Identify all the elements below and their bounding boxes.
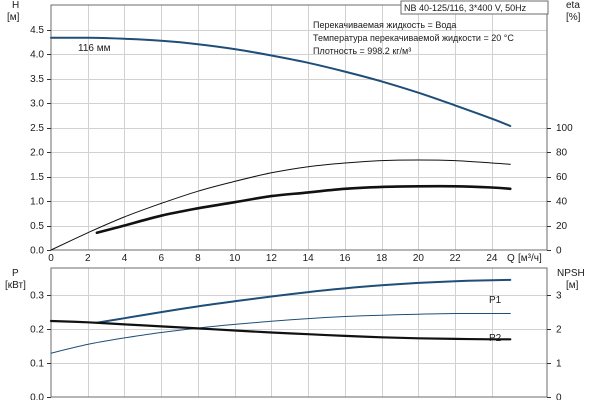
top-x-tick-label: 10 [229, 253, 241, 264]
bottom-right-tick-label: 0 [556, 393, 562, 400]
top-x-tick-label: 8 [195, 253, 201, 264]
bottom-right-tick-label: 3 [556, 291, 562, 302]
bottom-chart-frame [50, 267, 548, 398]
bottom-chart-grid [51, 268, 547, 397]
top-right-tick-label: 80 [556, 148, 568, 159]
top-chart-grid [51, 5, 547, 250]
bottom-left-tick-label: 0.0 [30, 393, 44, 400]
top-x-tick-label: 2 [85, 253, 91, 264]
top-right-tick-label: 40 [556, 197, 568, 208]
top-right-tick-label: 60 [556, 172, 568, 183]
top-x-tick-label: 22 [450, 253, 462, 264]
top-chart-curves [50, 36, 512, 251]
top-right-axis-label: eta [566, 0, 580, 11]
bottom-right-tick-label: 1 [556, 359, 562, 370]
bottom-curve-1 [50, 312, 511, 354]
top-x-tick-label: 24 [486, 253, 498, 264]
top-right-tick-label: 0 [556, 246, 562, 257]
top-left-tick-label: 0.5 [30, 221, 44, 232]
top-left-tick-label: 3.0 [30, 99, 44, 110]
bottom-right-axis-unit: [м] [566, 280, 579, 291]
top-right-tick-label: 100 [556, 123, 573, 134]
bottom-chart-panel: 0.0 0.1 0.2 0.3 0 1 2 3 P [кВт] NPSH [м] P1 P2 [5, 267, 585, 400]
bottom-right-axis-label: NPSH [557, 268, 585, 279]
top-x-tick-label: 4 [122, 253, 128, 264]
liquid-annotation: Перекачиваемая жидкость = Вода [313, 20, 456, 30]
top-right-tick-label: 20 [556, 221, 568, 232]
top-x-axis-unit: [м³/ч] [518, 253, 542, 264]
pump-model-box [400, 0, 549, 15]
pump-model-title: NB 40-125/116, 3*400 V, 50Hz [404, 3, 527, 13]
bottom-chart-curves [49, 278, 512, 354]
top-left-tick-label: 4.5 [30, 25, 44, 36]
bottom-left-tick-label: 0.2 [30, 325, 44, 336]
bottom-curve-0 [95, 278, 512, 324]
top-left-axis-label: H [12, 0, 19, 11]
top-curve-2 [95, 184, 512, 235]
pump-info-box: NB 40-125/116, 3*400 V, 50Hz Перекачивае… [313, 0, 549, 56]
top-x-tick-label: 6 [158, 253, 164, 264]
top-x-axis-label: Q [507, 253, 515, 264]
top-left-tick-label: 1.0 [30, 197, 44, 208]
bottom-left-tick-label: 0.1 [30, 359, 44, 370]
p1-curve-label: P1 [489, 295, 502, 306]
bottom-chart-tick-labels: 0.0 0.1 0.2 0.3 0 1 2 3 [30, 291, 562, 400]
top-x-tick-label: 0 [48, 253, 54, 264]
top-left-tick-label: 1.5 [30, 172, 44, 183]
impeller-diameter-label: 116 мм [78, 43, 111, 54]
bottom-left-axis-label: P [12, 268, 19, 279]
top-left-tick-label: 2.0 [30, 148, 44, 159]
top-x-tick-label: 12 [266, 253, 278, 264]
top-x-tick-label: 20 [413, 253, 425, 264]
top-left-tick-label: 2.5 [30, 123, 44, 134]
top-x-tick-label: 14 [303, 253, 315, 264]
top-chart-tick-labels: 0 2 4 6 8 10 12 14 16 18 20 22 240.00.51.01.52.02.53… [30, 25, 573, 264]
top-chart-frame [50, 4, 548, 251]
temperature-annotation: Температура перекачиваемой жидкости = 20… [313, 33, 514, 43]
top-curve-1 [50, 159, 511, 251]
top-x-tick-label: 18 [376, 253, 388, 264]
top-chart-panel: 0 2 4 6 8 10 12 14 16 18 20 22 240.00.51.01.52.02.53… [7, 0, 581, 264]
top-left-tick-label: 4.0 [30, 50, 44, 61]
top-curve-0 [50, 36, 512, 127]
top-left-tick-label: 3.5 [30, 74, 44, 85]
density-annotation: Плотность = 998.2 кг/м³ [313, 46, 411, 56]
top-x-tick-label: 16 [339, 253, 351, 264]
top-right-axis-unit: [%] [566, 12, 581, 23]
bottom-left-axis-unit: [кВт] [5, 280, 26, 291]
bottom-curve-2 [49, 319, 512, 341]
p2-curve-label: P2 [489, 333, 502, 344]
top-left-axis-unit: [м] [7, 12, 20, 23]
bottom-left-tick-label: 0.3 [30, 291, 44, 302]
bottom-right-tick-label: 2 [556, 325, 562, 336]
top-left-tick-label: 0.0 [30, 246, 44, 257]
